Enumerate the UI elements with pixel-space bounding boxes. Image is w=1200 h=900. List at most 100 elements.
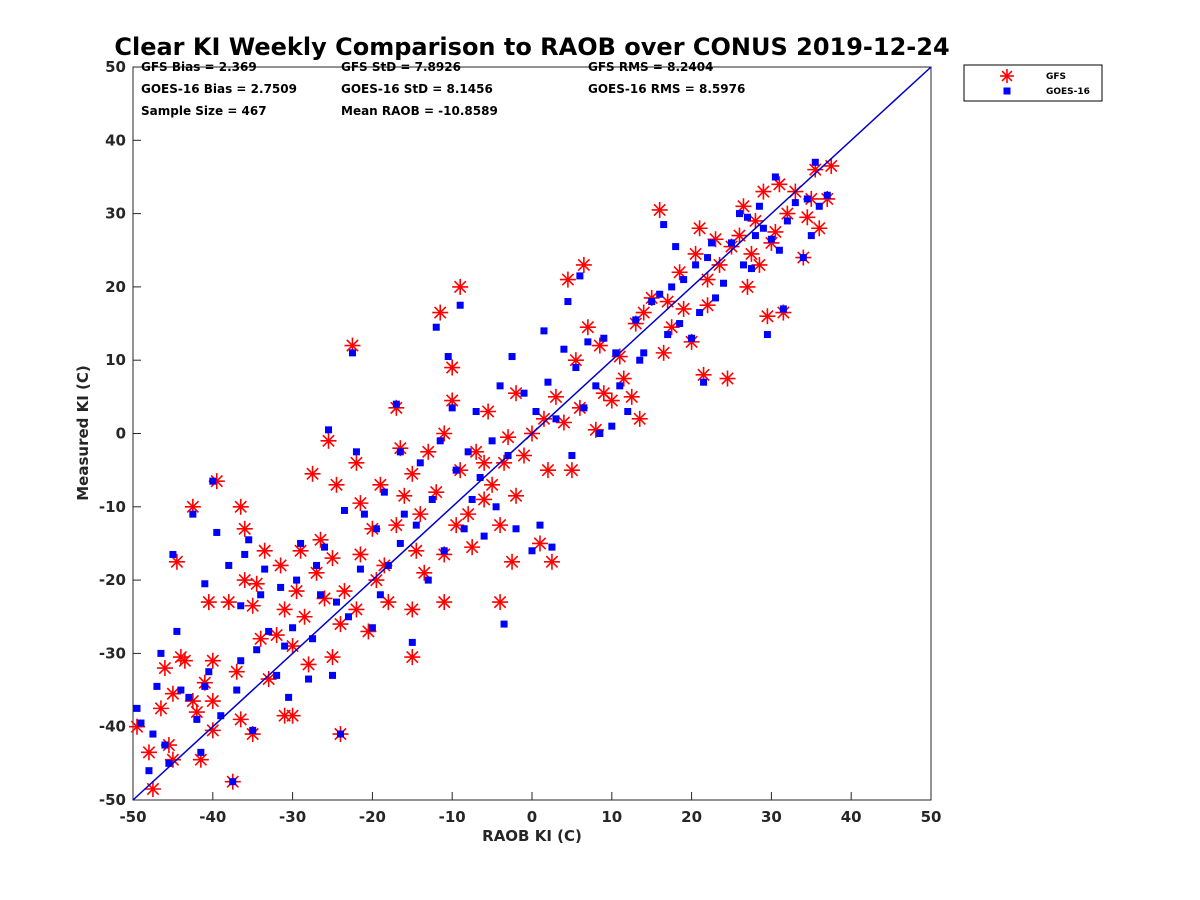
goes-16-point: [528, 547, 536, 555]
goes-16-point: [213, 528, 221, 536]
goes-16-point: [281, 642, 289, 650]
gfs-point: [156, 660, 173, 677]
goes-16-point: [360, 510, 368, 518]
gfs-point: [563, 462, 580, 479]
gfs-point: [436, 425, 453, 442]
y-tick-label: -40: [99, 718, 126, 736]
gfs-point: [567, 352, 584, 369]
gfs-point: [252, 630, 269, 647]
gfs-point: [288, 583, 305, 600]
goes-16-point: [743, 213, 751, 221]
goes-16-point: [173, 627, 181, 635]
gfs-point: [324, 550, 341, 567]
x-tick-label: -50: [119, 808, 146, 826]
goes-16-point: [576, 272, 584, 280]
gfs-point: [204, 722, 221, 739]
gfs-point: [396, 487, 413, 504]
y-tick-label: -50: [99, 791, 126, 809]
goes-16-point: [648, 298, 656, 306]
x-tick-label: 20: [681, 808, 702, 826]
goes-16-point: [799, 254, 807, 262]
goes-16-point: [317, 591, 325, 599]
goes-16-point: [747, 265, 755, 273]
gfs-point: [811, 220, 828, 237]
gfs-point: [496, 454, 513, 471]
goes-16-point: [305, 675, 313, 683]
goes-16-point: [245, 536, 253, 544]
goes-16-point: [739, 261, 747, 269]
x-tick-label: 10: [601, 808, 622, 826]
gfs-std-stat: GFS StD = 7.8926: [341, 60, 461, 74]
gfs-point: [444, 359, 461, 376]
gfs-point: [260, 671, 277, 688]
goes-16-point: [257, 591, 265, 599]
goes-16-point: [544, 378, 552, 386]
goes-16-point: [783, 217, 791, 225]
gfs-point: [380, 594, 397, 611]
gfs-point: [300, 656, 317, 673]
gfs-point: [739, 278, 756, 295]
goes-16-point: [209, 477, 217, 485]
x-tick-label: -30: [279, 808, 306, 826]
legend-box: [963, 64, 1103, 102]
goes-16-point: [241, 550, 249, 558]
gfs-point: [416, 564, 433, 581]
goes-16-point: [237, 657, 245, 665]
sample-size-stat: Sample Size = 467: [141, 104, 267, 118]
gfs-point: [276, 601, 293, 618]
gfs-point: [140, 744, 157, 761]
goes-16-point: [763, 331, 771, 339]
y-axis-label: Measured KI (C): [74, 365, 92, 501]
goes-16-point: [352, 448, 360, 456]
goes-16-point: [432, 323, 440, 331]
goes-16-point: [688, 334, 696, 342]
legend-goes-16-label: GOES-16: [1046, 87, 1090, 97]
gfs-point: [448, 517, 465, 534]
goes-16-point: [640, 349, 648, 357]
gfs-point: [368, 572, 385, 589]
goes-16-point: [201, 682, 209, 690]
x-tick-label: -20: [359, 808, 386, 826]
gfs-point: [272, 557, 289, 574]
gfs-point: [799, 209, 816, 226]
gfs-point: [743, 245, 760, 262]
goes-16-point: [672, 243, 680, 251]
goes-16-point: [396, 539, 404, 547]
goes-16-point: [564, 298, 572, 306]
gfs-point: [332, 616, 349, 633]
goes-16-point: [468, 495, 476, 503]
gfs-point: [651, 201, 668, 218]
goes-16-point: [476, 473, 484, 481]
goes-16-point: [508, 353, 516, 361]
gfs-point: [204, 652, 221, 669]
goes-16-point: [712, 294, 720, 302]
goes-16-point: [253, 646, 261, 654]
goes-16-point: [532, 408, 540, 416]
gfs-point: [244, 597, 261, 614]
goes-rms-stat: GOES-16 RMS = 8.5976: [588, 82, 745, 96]
goes-16-point: [265, 627, 273, 635]
goes-16-point: [803, 195, 811, 203]
gfs-point: [372, 476, 389, 493]
goes-16-point: [277, 583, 285, 591]
gfs-point: [436, 594, 453, 611]
chart-title: Clear KI Weekly Comparison to RAOB over …: [114, 33, 949, 61]
gfs-point: [284, 707, 301, 724]
x-tick-label: 50: [921, 808, 942, 826]
x-tick-label: -40: [199, 808, 226, 826]
gfs-point: [304, 465, 321, 482]
goes-16-point: [444, 353, 452, 361]
gfs-point: [492, 517, 509, 534]
gfs-point: [208, 473, 225, 490]
gfs-point: [603, 392, 620, 409]
gfs-point: [432, 304, 449, 321]
legend-goes-16-square: [1003, 87, 1011, 95]
gfs-point: [176, 652, 193, 669]
gfs-point: [404, 649, 421, 666]
gfs-point: [683, 333, 700, 350]
goes-16-point: [289, 624, 297, 632]
goes-16-point: [775, 246, 783, 254]
goes-16-point: [704, 254, 712, 262]
gfs-point: [699, 297, 716, 314]
gfs-point: [232, 711, 249, 728]
